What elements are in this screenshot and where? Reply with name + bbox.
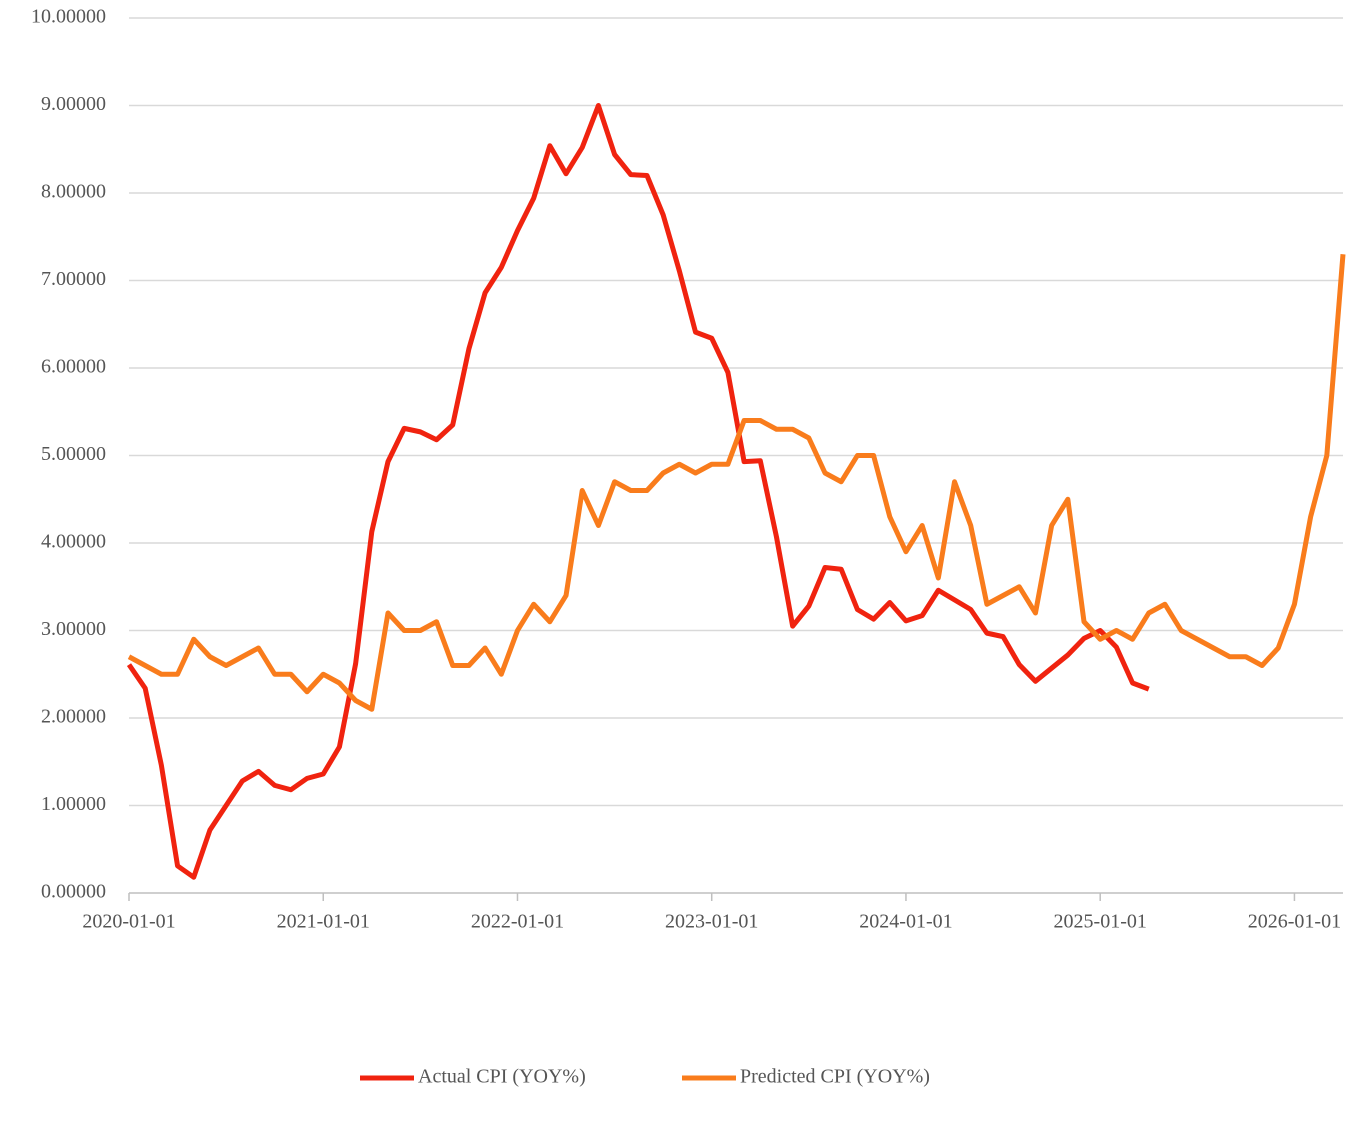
y-tick-label: 3.00000 [41,618,106,640]
x-tick-label: 2021-01-01 [277,911,370,933]
y-tick-label: 1.00000 [41,793,106,815]
y-tick-label: 10.00000 [31,6,106,28]
legend-label: Actual CPI (YOY%) [418,1066,586,1088]
y-tick-label: 5.00000 [41,443,106,465]
x-tick-label: 2024-01-01 [859,911,952,933]
x-tick-label: 2025-01-01 [1054,911,1147,933]
line-series [126,103,1150,880]
x-tick-label: 2020-01-01 [82,911,175,933]
line-series [127,254,1346,712]
y-tick-label: 2.00000 [41,706,106,728]
y-tick-label: 7.00000 [41,268,106,290]
y-tick-label: 6.00000 [41,356,106,378]
x-tick-label: 2023-01-01 [665,911,758,933]
y-tick-label: 4.00000 [41,531,106,553]
y-tick-label: 8.00000 [41,181,106,203]
legend-label: Predicted CPI (YOY%) [740,1066,930,1088]
y-tick-label: 0.00000 [41,881,106,903]
x-tick-label: 2022-01-01 [471,911,564,933]
y-tick-label: 9.00000 [41,93,106,115]
x-tick-label: 2026-01-01 [1248,911,1341,933]
